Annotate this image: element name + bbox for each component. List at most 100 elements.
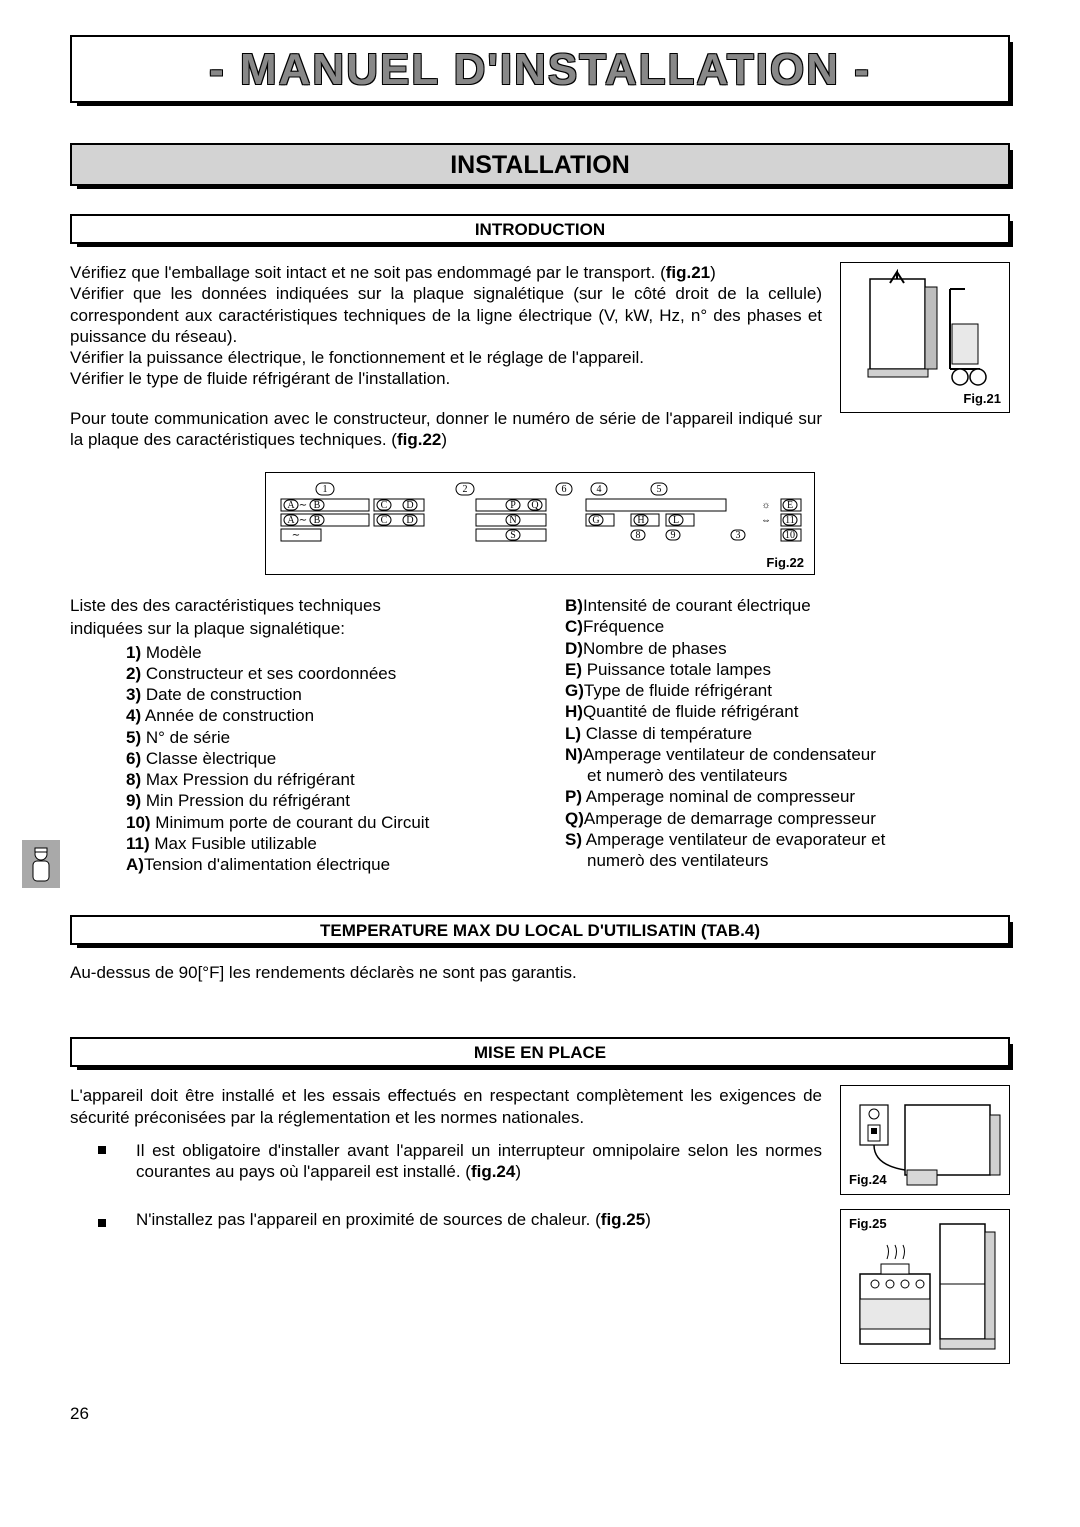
specs-key: 9) bbox=[126, 791, 141, 810]
fig25-box: Fig.25 bbox=[840, 1209, 1010, 1364]
specs-key: N) bbox=[565, 745, 583, 764]
specs-item: A)Tension d'alimentation électrique bbox=[126, 854, 515, 875]
specs-item: 4) Année de construction bbox=[126, 705, 515, 726]
svg-text:P: P bbox=[510, 500, 516, 511]
svg-text:☼: ☼ bbox=[761, 500, 770, 511]
svg-text:L: L bbox=[673, 515, 679, 526]
intro-p1c: ) bbox=[710, 263, 716, 282]
specs-columns: Liste des des caractéristiques technique… bbox=[70, 595, 1010, 875]
specs-value: Classe èlectrique bbox=[141, 749, 276, 768]
svg-text:4: 4 bbox=[597, 484, 602, 495]
svg-text:1: 1 bbox=[323, 484, 328, 495]
specs-intro-1: Liste des des caractéristiques technique… bbox=[70, 595, 515, 616]
specs-key: P) bbox=[565, 787, 582, 806]
specs-item: Q)Amperage de demarrage compresseur bbox=[565, 808, 1010, 829]
specs-key: D) bbox=[565, 639, 583, 658]
fig22-caption: Fig.22 bbox=[766, 555, 804, 570]
mise-b2a: N'installez pas l'appareil en proximité … bbox=[136, 1210, 601, 1229]
specs-right: B)Intensité de courant électriqueC)Fréqu… bbox=[565, 595, 1010, 875]
svg-text:9: 9 bbox=[671, 530, 676, 541]
fig24-caption: Fig.24 bbox=[849, 1172, 887, 1188]
specs-value: Amperage de demarrage compresseur bbox=[584, 809, 876, 828]
specs-item: H)Quantité de fluide réfrigérant bbox=[565, 701, 1010, 722]
svg-text:C: C bbox=[381, 500, 388, 511]
intro-p5-figref: fig.22 bbox=[397, 430, 441, 449]
intro-p1-figref: fig.21 bbox=[666, 263, 710, 282]
introduction-heading-box: INTRODUCTION bbox=[70, 214, 1010, 244]
specs-key: 6) bbox=[126, 749, 141, 768]
mise-bullet-2: N'installez pas l'appareil en proximité … bbox=[70, 1209, 822, 1230]
introduction-row: Vérifiez que l'emballage soit intact et … bbox=[70, 262, 1010, 450]
svg-text:H: H bbox=[637, 515, 644, 526]
specs-key: Q) bbox=[565, 809, 584, 828]
intro-p3: Vérifier la puissance électrique, le fon… bbox=[70, 347, 822, 368]
svg-text:E: E bbox=[787, 500, 793, 511]
bullet-icon bbox=[98, 1146, 106, 1154]
specs-value: N° de série bbox=[141, 728, 230, 747]
temperature-heading: TEMPERATURE MAX DU LOCAL D'UTILISATIN (T… bbox=[320, 921, 760, 940]
specs-value: Date de construction bbox=[141, 685, 302, 704]
specs-intro-2: indiquées sur la plaque signalétique: bbox=[70, 618, 515, 639]
temperature-heading-box: TEMPERATURE MAX DU LOCAL D'UTILISATIN (T… bbox=[70, 915, 1010, 945]
mise-b2c: ) bbox=[645, 1210, 651, 1229]
doc-title-box: - MANUEL D'INSTALLATION - bbox=[70, 35, 1010, 103]
svg-text:B: B bbox=[314, 515, 321, 526]
mise-heading: MISE EN PLACE bbox=[474, 1043, 606, 1062]
specs-value: Type de fluide réfrigérant bbox=[584, 681, 772, 700]
specs-item: P) Amperage nominal de compresseur bbox=[565, 786, 1010, 807]
mise-b1c: ) bbox=[515, 1162, 521, 1181]
specs-value: Année de construction bbox=[141, 706, 314, 725]
specs-item: 3) Date de construction bbox=[126, 684, 515, 705]
bullet-icon bbox=[98, 1219, 106, 1227]
intro-p4: Vérifier le type de fluide réfrigérant d… bbox=[70, 368, 822, 389]
specs-value: Tension d'alimentation électrique bbox=[144, 855, 390, 874]
mise-b1-figref: fig.24 bbox=[471, 1162, 515, 1181]
doc-title: - MANUEL D'INSTALLATION - bbox=[209, 45, 871, 94]
specs-key: S) bbox=[565, 830, 582, 849]
specs-item: 8) Max Pression du réfrigérant bbox=[126, 769, 515, 790]
intro-p2: Vérifier que les données indiquées sur l… bbox=[70, 283, 822, 347]
specs-value: Quantité de fluide réfrigérant bbox=[583, 702, 798, 721]
specs-item: G)Type de fluide réfrigérant bbox=[565, 680, 1010, 701]
specs-item: 6) Classe èlectrique bbox=[126, 748, 515, 769]
mise-p1: L'appareil doit être installé et les ess… bbox=[70, 1085, 822, 1128]
specs-value: Max Pression du réfrigérant bbox=[141, 770, 355, 789]
specs-item: 1) Modèle bbox=[126, 642, 515, 663]
svg-text:8: 8 bbox=[636, 530, 641, 541]
mise-row-1: L'appareil doit être installé et les ess… bbox=[70, 1085, 1010, 1195]
svg-text:3: 3 bbox=[736, 530, 741, 541]
specs-item: 5) N° de série bbox=[126, 727, 515, 748]
specs-key: 8) bbox=[126, 770, 141, 789]
mise-bullet-1: Il est obligatoire d'installer avant l'a… bbox=[70, 1140, 822, 1183]
specs-item: L) Classe di température bbox=[565, 723, 1010, 744]
specs-key: 4) bbox=[126, 706, 141, 725]
page-number: 26 bbox=[70, 1404, 1010, 1424]
fig22-wrap: 1 2 6 4 5 A ∼ B C D P Q ☼ bbox=[70, 472, 1010, 575]
specs-key: 1) bbox=[126, 643, 141, 662]
svg-text:G: G bbox=[592, 515, 599, 526]
svg-text:D: D bbox=[406, 500, 413, 511]
mise-b2-figref: fig.25 bbox=[601, 1210, 645, 1229]
specs-item: 10) Minimum porte de courant du Circuit bbox=[126, 812, 515, 833]
specs-left: Liste des des caractéristiques technique… bbox=[70, 595, 515, 875]
fig22-illustration: 1 2 6 4 5 A ∼ B C D P Q ☼ bbox=[276, 481, 806, 551]
svg-text:D: D bbox=[406, 515, 413, 526]
svg-text:6: 6 bbox=[562, 484, 567, 495]
svg-text:⇔: ⇔ bbox=[761, 515, 771, 526]
specs-item: C)Fréquence bbox=[565, 616, 1010, 637]
svg-text:∼: ∼ bbox=[299, 500, 307, 511]
section-title-box: INSTALLATION bbox=[70, 143, 1010, 186]
specs-key: 11) bbox=[126, 834, 150, 853]
fig21-box: Fig.21 bbox=[840, 262, 1010, 413]
introduction-text: Vérifiez que l'emballage soit intact et … bbox=[70, 262, 822, 450]
mise-row-2: N'installez pas l'appareil en proximité … bbox=[70, 1209, 1010, 1364]
specs-key: H) bbox=[565, 702, 583, 721]
svg-text:11: 11 bbox=[785, 515, 795, 526]
intro-p5c: ) bbox=[441, 430, 447, 449]
specs-value: Modèle bbox=[141, 643, 201, 662]
specs-continuation: et numerò des ventilateurs bbox=[565, 765, 1010, 786]
temperature-text: Au-dessus de 90[°F] les rendements décla… bbox=[70, 963, 1010, 983]
specs-key: B) bbox=[565, 596, 583, 615]
specs-value: Max Fusible utilizable bbox=[150, 834, 317, 853]
specs-item: N)Amperage ventilateur de condensateur bbox=[565, 744, 1010, 765]
